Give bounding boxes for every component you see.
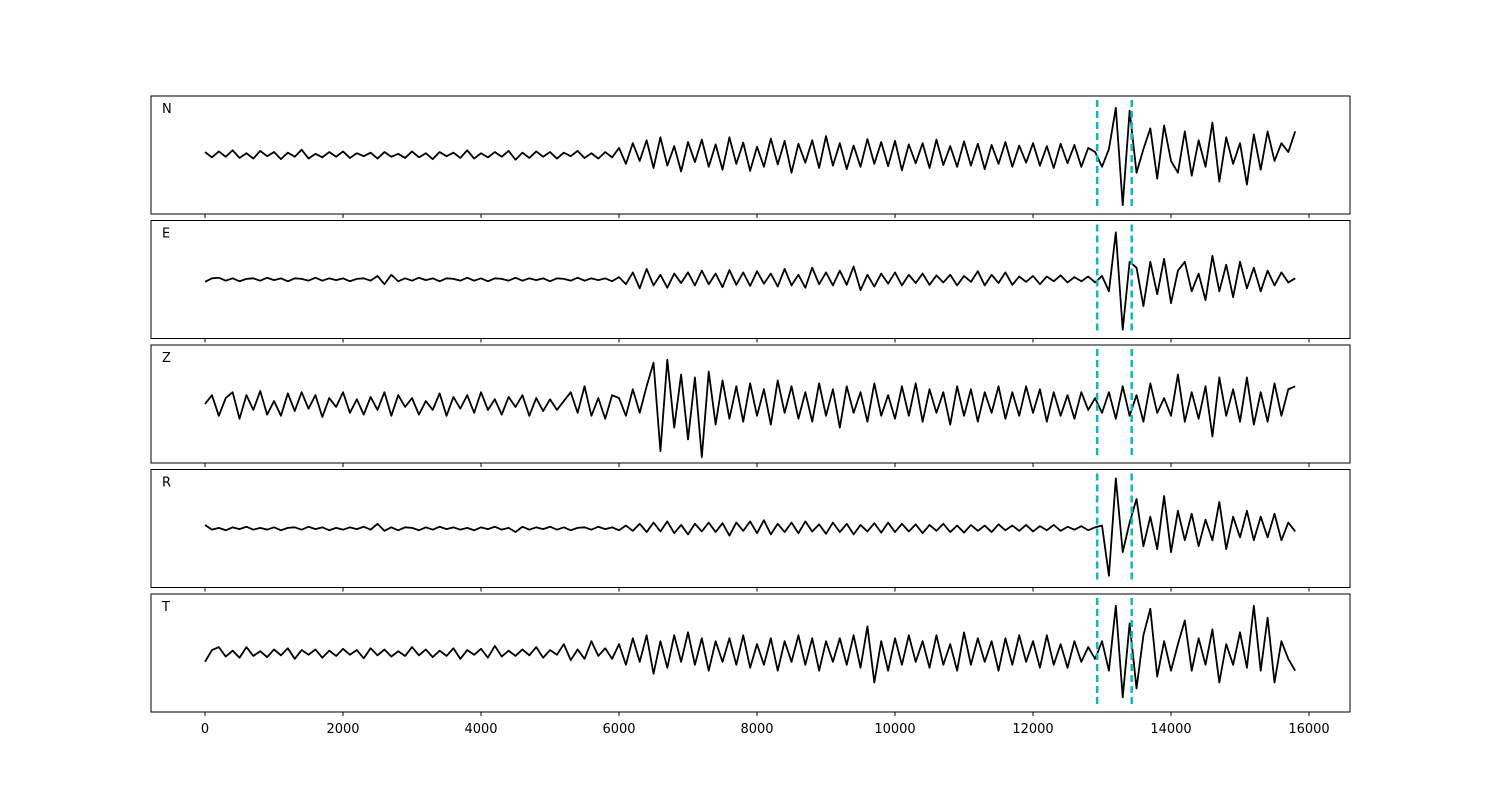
panel-frame (150, 344, 1351, 464)
panel-label: T (161, 600, 170, 615)
trace (204, 358, 1296, 458)
x-tick-label: 8000 (740, 722, 773, 737)
x-tick-label: 6000 (602, 722, 635, 737)
panel-label: Z (162, 351, 171, 366)
panel-frame (150, 593, 1351, 713)
panel-frame (150, 95, 1351, 215)
x-tick-label: 10000 (874, 722, 915, 737)
x-tick-label: 12000 (1012, 722, 1053, 737)
trace (204, 604, 1296, 699)
trace (204, 106, 1297, 207)
panel-label: E (162, 227, 170, 242)
x-tick-label: 14000 (1150, 722, 1191, 737)
x-tick-label: 0 (201, 722, 209, 737)
trace (204, 477, 1296, 577)
trace (204, 231, 1296, 331)
x-tick-label: 4000 (464, 722, 497, 737)
panel-frame (150, 220, 1351, 339)
panel-frame (150, 469, 1351, 588)
panel-label: R (162, 476, 171, 491)
x-tick-label: 2000 (326, 722, 359, 737)
x-tick-label: 16000 (1288, 722, 1329, 737)
panel-label: N (162, 102, 172, 117)
